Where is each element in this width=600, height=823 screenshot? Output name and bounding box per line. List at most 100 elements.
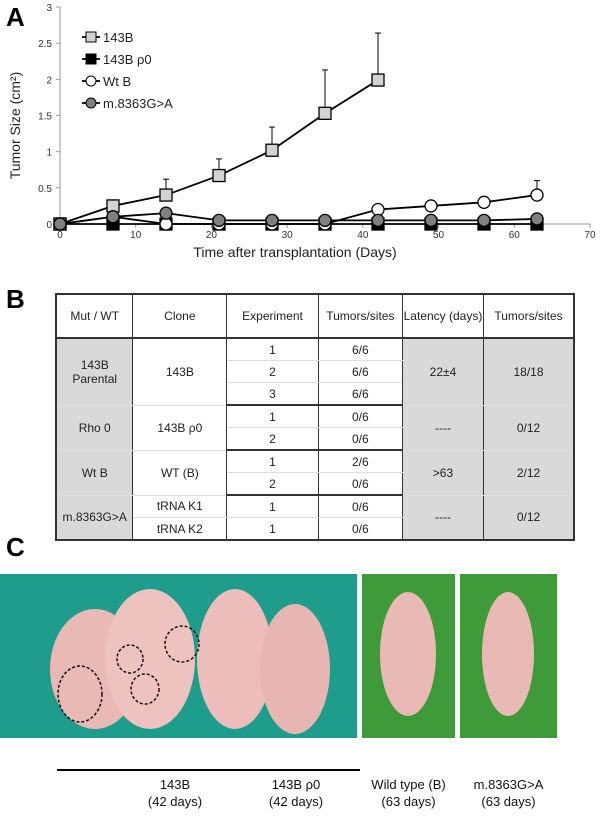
x-tick-label: 10 <box>130 230 142 241</box>
tumors-sites-cell: 2/6 <box>317 450 403 473</box>
data-point <box>371 73 385 87</box>
latency-cell: ---- <box>401 405 485 451</box>
x-tick-label: 70 <box>584 230 596 241</box>
legend-marker <box>85 97 97 109</box>
data-point <box>318 106 332 120</box>
x-tick-label: 30 <box>282 230 294 241</box>
tumors-sites-cell: 0/6 <box>317 517 403 541</box>
legend-label: 143B <box>103 30 133 45</box>
experiment-cell: 3 <box>226 382 319 406</box>
legend-marker <box>85 31 97 43</box>
legend-label: Wt B <box>103 74 131 89</box>
experiment-cell: 1 <box>226 405 319 428</box>
experiment-cell: 2 <box>226 360 319 383</box>
total-cell: 0/12 <box>483 405 575 451</box>
clone-cell: tRNA K1 <box>132 495 228 518</box>
panel-label-a: A <box>6 2 25 32</box>
clone-cell: WT (B) <box>132 450 228 496</box>
series-line <box>59 212 538 225</box>
caption-143b-rho0: 143B ρ0 (42 days) <box>268 777 324 809</box>
experiment-cell: 1 <box>226 495 319 518</box>
total-cell: 18/18 <box>483 338 575 406</box>
mut-cell: 143B Parental <box>55 338 134 406</box>
column-header: Tumors/sites <box>317 294 403 339</box>
y-axis-label: Tumor Size (cm²) <box>7 72 23 180</box>
y-tick-label: 1.5 <box>38 112 52 123</box>
tumors-sites-cell: 6/6 <box>317 382 403 406</box>
data-point <box>477 213 491 228</box>
y-tick-label: 3 <box>46 3 52 14</box>
mut-cell: Wt B <box>55 450 134 496</box>
panel-label-c: C <box>6 532 25 562</box>
column-header: Latency (days) <box>401 294 485 339</box>
column-header: Tumors/sites <box>483 294 575 339</box>
series-line <box>59 194 538 225</box>
legend-marker <box>85 53 97 65</box>
table-row: 2 0/6 <box>56 472 574 496</box>
x-tick-label: 0 <box>57 230 63 241</box>
y-tick-label: 0 <box>46 220 52 231</box>
group-bar-143b <box>57 769 247 771</box>
data-point <box>424 199 438 213</box>
photo-mutant-mouse <box>460 574 557 738</box>
y-tick-label: 0.5 <box>38 184 52 195</box>
tumors-sites-cell: 0/6 <box>317 495 403 518</box>
table-row: Rho 0 143B ρ0 1 0/6 ---- 0/12 <box>55 405 575 451</box>
header-row: Mut / WT Clone Experiment Tumors/sites Laten… <box>55 294 575 339</box>
y-tick-label: 1 <box>46 148 52 159</box>
panel-label-b: B <box>6 284 25 314</box>
table-row: tRNA K2 1 0/6 <box>56 517 574 541</box>
data-point <box>159 206 173 220</box>
data-point <box>159 188 173 202</box>
caption-143b: 143B (42 days) <box>147 777 203 809</box>
total-cell: 2/12 <box>483 450 575 496</box>
data-point <box>53 217 67 231</box>
total-cell: 0/12 <box>483 495 575 541</box>
table-row: 143B Parental 143B 1 6/6 22±4 18/18 <box>55 338 575 406</box>
clone-cell: tRNA K2 <box>132 517 228 541</box>
clone-cell: 143B <box>132 338 228 406</box>
data-point <box>318 213 332 228</box>
data-point <box>530 212 544 226</box>
legend-label: 143B ρ0 <box>103 52 152 67</box>
tumors-sites-cell: 6/6 <box>317 338 403 361</box>
column-header: Clone <box>132 294 228 339</box>
tumor-table: Mut / WT Clone Experiment Tumors/sites Laten… <box>55 293 575 541</box>
experiment-cell: 2 <box>226 427 319 451</box>
data-point <box>159 217 173 231</box>
tumors-sites-cell: 0/6 <box>317 427 403 451</box>
experiment-cell: 1 <box>226 517 319 541</box>
column-header: Mut / WT <box>55 294 134 339</box>
group-bar-rho0 <box>232 769 360 771</box>
x-tick-label: 50 <box>433 230 445 241</box>
legend-label: m.8363G>A <box>103 96 173 111</box>
y-tick-label: 2 <box>46 75 52 86</box>
experiment-cell: 1 <box>226 338 319 361</box>
mut-cell: Rho 0 <box>55 405 134 451</box>
latency-cell: >63 <box>401 450 485 496</box>
legend-marker <box>85 75 97 87</box>
data-point <box>530 188 544 202</box>
tumors-sites-cell: 0/6 <box>317 405 403 428</box>
latency-cell: ---- <box>401 495 485 541</box>
x-axis-label: Time after transplantation (Days) <box>193 244 396 260</box>
table-row: m.8363G>A tRNA K1 1 0/6 ---- 0/12 <box>55 495 575 541</box>
data-point <box>265 143 279 157</box>
y-tick-label: 2.5 <box>38 39 52 50</box>
latency-cell: 22±4 <box>401 338 485 406</box>
clone-cell: 143B ρ0 <box>132 405 228 451</box>
photo-wild-type-mouse <box>362 574 455 738</box>
data-point <box>212 168 226 183</box>
tumor-size-chart: 0 10 20 30 40 50 60 70 0 0.5 1 1.5 2 2.5 3 Time after t… <box>7 3 596 260</box>
x-tick-label: 40 <box>357 230 369 241</box>
data-point <box>477 195 491 209</box>
tumors-sites-cell: 0/6 <box>317 472 403 496</box>
x-tick-label: 60 <box>509 230 521 241</box>
x-tick-label: 20 <box>206 230 218 241</box>
experiment-cell: 2 <box>226 472 319 496</box>
mut-cell: m.8363G>A <box>55 495 134 541</box>
data-point <box>265 213 279 228</box>
photo-143b-rho0-mice <box>0 574 357 738</box>
table-row: 2 0/6 <box>56 427 574 451</box>
table-row: 3 6/6 <box>56 382 574 406</box>
